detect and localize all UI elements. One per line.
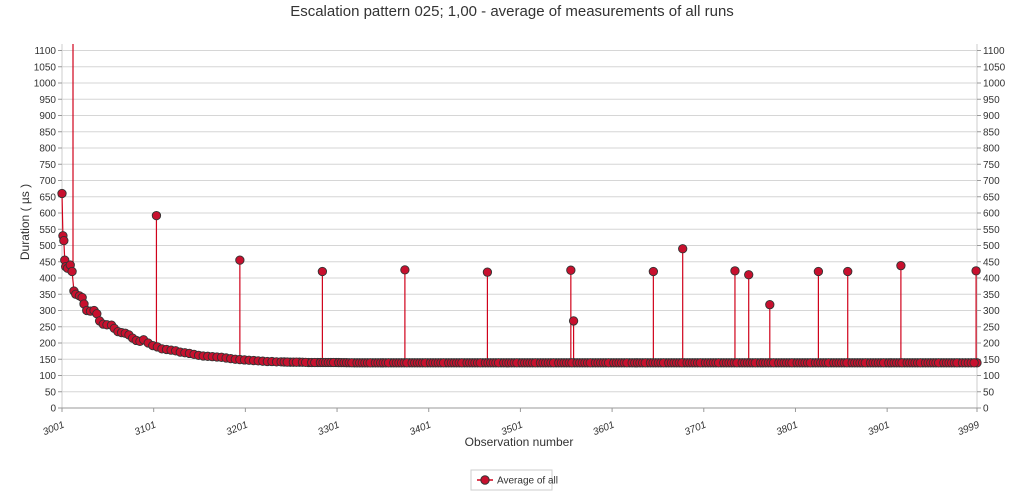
y-tick-label-right: 800: [983, 144, 1000, 155]
x-tick-label: 3999: [956, 419, 981, 438]
y-tick-label-left: 800: [39, 144, 56, 155]
y-tick-label-left: 250: [39, 322, 56, 333]
data-point-spike[interactable]: [151, 210, 162, 221]
y-axis-title: Duration ( µs ): [18, 184, 32, 260]
data-point[interactable]: [57, 188, 67, 199]
data-point-spike[interactable]: [235, 255, 245, 265]
y-tick-label-left: 50: [45, 387, 57, 398]
y-tick-label-left: 450: [39, 257, 56, 268]
x-tick-label: 3801: [775, 420, 800, 439]
y-tick-label-left: 600: [39, 209, 56, 220]
y-tick-label-left: 700: [39, 176, 56, 187]
chart-title: Escalation pattern 025; 1,00 - average o…: [290, 3, 734, 20]
data-point[interactable]: [59, 235, 69, 246]
y-tick-label-left: 550: [39, 225, 56, 236]
data-point-spike[interactable]: [482, 267, 493, 277]
y-tick-label-right: 200: [983, 339, 1000, 350]
y-tick-label-left: 1000: [34, 79, 57, 90]
y-tick-label-left: 350: [39, 290, 56, 301]
y-tick-label-right: 450: [983, 257, 1000, 268]
y-axis-left: 0 50 100 150 200 250 300 350 400 450 500 550 600 650 7…: [34, 46, 62, 415]
y-tick-label-right: 700: [983, 176, 1000, 187]
y-tick-label-right: 50: [983, 387, 995, 398]
data-point-spike[interactable]: [566, 265, 576, 275]
y-tick-label-left: 200: [39, 339, 56, 350]
x-tick-label: 3101: [133, 420, 158, 439]
x-axis: 3001 3101 3201 3301 3401 3501 3601 3701 3801 3901…: [41, 408, 982, 439]
data-point-spike[interactable]: [568, 316, 579, 326]
data-point-spike[interactable]: [317, 266, 328, 277]
y-tick-label-left: 850: [39, 127, 56, 138]
data-point-spike[interactable]: [765, 299, 775, 310]
data-point-spike[interactable]: [843, 266, 853, 277]
data-point[interactable]: [969, 358, 979, 368]
data-point-spike[interactable]: [400, 265, 410, 275]
data-point-spike[interactable]: [813, 266, 824, 277]
y-tick-label-left: 900: [39, 111, 56, 122]
y-tick-label-left: 750: [39, 160, 56, 171]
y-axis-right: 0 50 100 150 200 250 300 350 400 450 500 550 600 650 7…: [977, 46, 1006, 415]
y-tick-label-right: 250: [983, 322, 1000, 333]
y-tick-label-left: 950: [39, 95, 56, 106]
y-tick-label-right: 100: [983, 371, 1000, 382]
data-point-spike[interactable]: [744, 270, 754, 280]
y-tick-label-right: 300: [983, 306, 1000, 317]
y-tick-label-right: 150: [983, 355, 1000, 366]
y-tick-label-right: 850: [983, 127, 1000, 138]
x-tick-label: 3001: [41, 420, 66, 439]
legend[interactable]: Average of all: [470, 469, 558, 491]
y-tick-label-right: 750: [983, 160, 1000, 171]
y-tick-label-right: 500: [983, 241, 1000, 252]
y-tick-label-left: 100: [39, 371, 56, 382]
y-tick-label-right: 650: [983, 192, 1000, 203]
x-axis-title: Observation number: [465, 435, 574, 449]
y-tick-label-right: 1000: [983, 79, 1006, 90]
y-tick-label-right: 900: [983, 111, 1000, 122]
x-tick-label: 3701: [683, 420, 708, 439]
y-tick-label-right: 400: [983, 274, 1000, 285]
y-tick-label-right: 600: [983, 209, 1000, 220]
y-tick-label-left: 0: [50, 404, 56, 415]
x-tick-label: 3201: [225, 420, 250, 439]
y-tick-label-right: 550: [983, 225, 1000, 236]
y-tick-label-right: 1050: [983, 62, 1006, 73]
x-tick-label: 3401: [408, 420, 433, 439]
series-line: [61, 44, 977, 364]
series-markers: [57, 188, 982, 368]
y-tick-label-left: 1100: [34, 46, 56, 57]
data-point-spike[interactable]: [971, 266, 981, 276]
x-tick-label: 3601: [591, 420, 616, 439]
y-tick-label-left: 300: [39, 306, 56, 317]
data-point-spike[interactable]: [896, 260, 906, 271]
data-point[interactable]: [67, 266, 77, 277]
data-point-spike[interactable]: [648, 266, 659, 277]
x-tick-label: 3301: [316, 420, 341, 439]
data-point-spike[interactable]: [730, 266, 740, 276]
x-tick-label: 3901: [867, 420, 892, 439]
y-tick-label-right: 950: [983, 95, 1000, 106]
y-tick-label-right: 0: [983, 404, 989, 415]
y-tick-label-right: 350: [983, 290, 1000, 301]
legend-box: [470, 469, 553, 491]
y-tick-label-left: 500: [39, 241, 56, 252]
y-tick-label-left: 1050: [34, 62, 57, 73]
y-tick-label-right: 1100: [983, 46, 1005, 57]
legend-marker-icon: [480, 475, 490, 485]
data-point-spike[interactable]: [678, 244, 688, 254]
y-tick-label-left: 150: [39, 355, 56, 366]
y-tick-label-left: 650: [39, 192, 56, 203]
y-tick-label-left: 400: [39, 274, 56, 285]
legend-label: Average of all: [497, 476, 558, 487]
